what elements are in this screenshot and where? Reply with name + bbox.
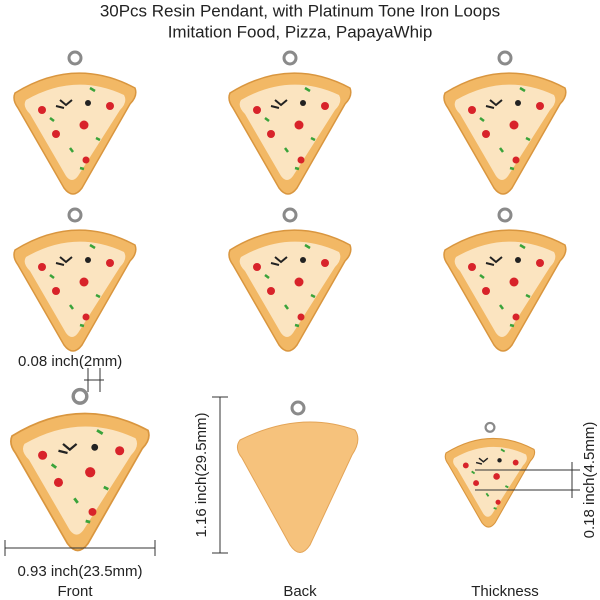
title: Imitation Food, Pizza, PapayaWhip (168, 22, 433, 41)
caption: Back (283, 583, 317, 600)
pendant-image (12, 50, 138, 196)
pendant-thickness (443, 421, 537, 529)
dimension-label: 0.08 inch(2mm) (18, 353, 122, 370)
pendant-back (236, 400, 359, 553)
dimension-lines (4, 368, 580, 556)
pendant-front (9, 387, 151, 553)
pendant-image (442, 50, 568, 196)
caption: Front (57, 583, 93, 600)
pendant-image (442, 207, 568, 353)
pendant-image (227, 207, 353, 353)
title: 30Pcs Resin Pendant, with Platinum Tone … (100, 1, 500, 20)
dimension-label: 0.18 inch(4.5mm) (581, 422, 598, 539)
dimension-label: 0.93 inch(23.5mm) (17, 563, 142, 580)
dimension-label: 1.16 inch(29.5mm) (193, 412, 210, 537)
pendant-image (12, 207, 138, 353)
pendant-image (227, 50, 353, 196)
caption: Thickness (471, 583, 539, 600)
